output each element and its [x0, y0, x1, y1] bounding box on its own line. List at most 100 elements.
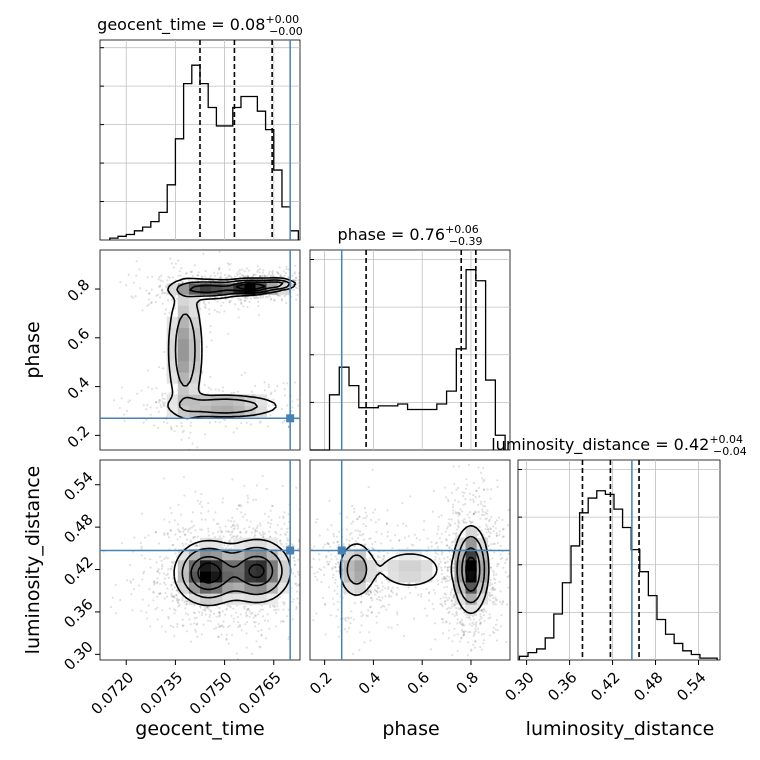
scatter-point: [150, 288, 153, 291]
scatter-point: [178, 270, 182, 273]
scatter-point: [326, 542, 330, 545]
scatter-point: [365, 514, 369, 518]
scatter-point: [256, 613, 260, 616]
scatter-point: [238, 298, 241, 301]
scatter-point: [297, 573, 300, 576]
scatter-point: [271, 604, 275, 607]
scatter-point: [208, 615, 211, 619]
scatter-point: [371, 542, 374, 546]
scatter-point: [495, 519, 499, 522]
scatter-point: [454, 532, 457, 536]
scatter-point: [492, 589, 495, 592]
scatter-point: [492, 571, 495, 574]
scatter-point: [227, 263, 230, 266]
scatter-point: [221, 530, 224, 533]
scatter-point: [282, 545, 285, 548]
density-cell: [211, 560, 223, 572]
scatter-point: [156, 577, 159, 580]
scatter-point: [454, 510, 457, 514]
scatter-point: [254, 529, 257, 532]
scatter-point: [292, 288, 296, 291]
scatter-point: [301, 290, 303, 292]
scatter-point: [223, 418, 227, 421]
scatter-point: [396, 586, 399, 589]
scatter-point: [491, 601, 494, 604]
scatter-point: [156, 618, 159, 621]
scatter-point: [280, 297, 283, 301]
scatter-point: [273, 604, 276, 607]
scatter-point: [147, 303, 150, 306]
scatter-point: [281, 601, 284, 604]
scatter-point: [173, 560, 176, 563]
scatter-point: [281, 421, 284, 424]
scatter-point: [225, 608, 228, 611]
title-lower-error: −0.00: [269, 25, 303, 38]
scatter-point: [236, 615, 239, 619]
scatter-point: [227, 530, 230, 534]
scatter-point: [450, 541, 454, 544]
scatter-point: [453, 482, 456, 486]
scatter-point: [374, 589, 378, 593]
scatter-point: [499, 600, 502, 603]
scatter-point: [167, 615, 170, 619]
scatter-point: [479, 621, 482, 624]
density-cell: [222, 560, 234, 572]
scatter-point: [203, 433, 207, 436]
scatter-point: [167, 568, 170, 571]
scatter-point: [310, 566, 313, 569]
density-cell: [244, 405, 256, 417]
scatter-point: [496, 629, 499, 632]
scatter-point: [200, 518, 203, 521]
scatter-point: [427, 599, 431, 602]
scatter-point: [243, 484, 246, 488]
scatter-point: [246, 305, 249, 309]
scatter-point: [480, 633, 484, 636]
scatter-point: [279, 539, 282, 543]
scatter-point: [149, 625, 152, 628]
scatter-point: [302, 606, 304, 608]
scatter-point: [382, 557, 385, 560]
scatter-point: [172, 625, 175, 629]
scatter-point: [437, 528, 440, 531]
scatter-point: [200, 670, 202, 672]
scatter-point: [207, 530, 210, 533]
scatter-point: [293, 564, 296, 567]
scatter-point: [369, 518, 372, 521]
scatter-point: [220, 304, 223, 307]
scatter-point: [453, 499, 457, 502]
scatter-point: [196, 499, 200, 502]
scatter-point: [332, 532, 335, 536]
scatter-point: [166, 422, 169, 425]
scatter-point: [303, 561, 305, 563]
scatter-point: [245, 646, 248, 649]
scatter-point: [320, 580, 323, 583]
scatter-point: [453, 732, 455, 734]
scatter-point: [156, 293, 159, 296]
scatter-point: [278, 266, 281, 269]
scatter-point: [459, 665, 461, 667]
scatter-point: [381, 604, 384, 607]
scatter-point: [292, 572, 295, 575]
scatter-point: [259, 646, 262, 649]
scatter-point: [365, 614, 368, 617]
scatter-point: [347, 626, 351, 630]
density-cell: [211, 593, 223, 605]
scatter-point: [174, 547, 177, 551]
scatter-point: [235, 535, 238, 539]
scatter-point: [301, 396, 303, 398]
scatter-point: [298, 592, 300, 595]
scatter-point: [376, 571, 379, 574]
scatter-point: [323, 602, 327, 605]
scatter-point: [134, 294, 137, 298]
scatter-point: [440, 566, 443, 569]
scatter-point: [257, 314, 260, 317]
scatter-point: [470, 648, 473, 651]
y-tick-label-luminosity-distance: 0.36: [60, 595, 96, 631]
scatter-point: [329, 614, 332, 617]
scatter-point: [145, 418, 148, 421]
scatter-point: [283, 388, 286, 391]
scatter-point: [207, 501, 210, 505]
scatter-point: [507, 586, 510, 589]
scatter-point: [267, 385, 271, 388]
scatter-point: [452, 596, 455, 599]
